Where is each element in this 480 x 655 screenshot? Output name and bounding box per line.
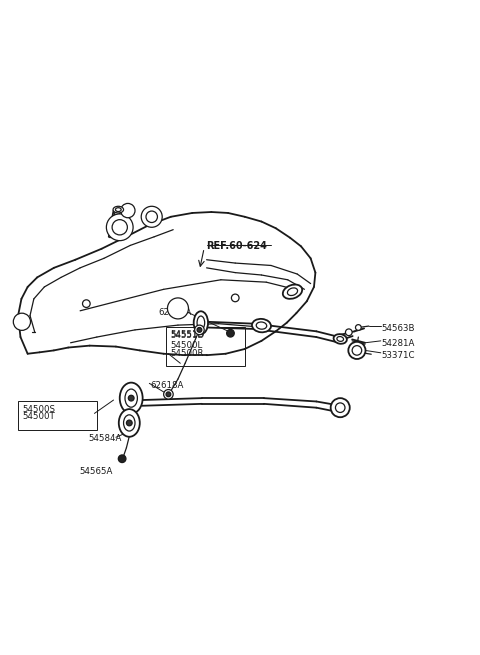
Text: 62618A: 62618A <box>150 381 184 390</box>
Ellipse shape <box>194 311 208 334</box>
FancyBboxPatch shape <box>166 327 245 365</box>
Text: 54584A: 54584A <box>89 434 122 443</box>
Text: 54281A: 54281A <box>382 339 415 348</box>
Circle shape <box>118 455 126 462</box>
Text: 54500T: 54500T <box>23 412 56 421</box>
Circle shape <box>348 342 365 359</box>
Circle shape <box>13 313 31 330</box>
Text: 54500L: 54500L <box>171 341 203 350</box>
Circle shape <box>112 219 127 235</box>
Ellipse shape <box>256 322 267 329</box>
Circle shape <box>126 420 132 426</box>
Text: REF.60-624: REF.60-624 <box>206 240 267 251</box>
Ellipse shape <box>334 334 347 344</box>
Circle shape <box>331 398 350 417</box>
Text: 54500R: 54500R <box>171 349 204 358</box>
Ellipse shape <box>113 206 123 213</box>
Ellipse shape <box>337 337 344 341</box>
Text: 54565A: 54565A <box>79 467 112 476</box>
Ellipse shape <box>252 319 271 332</box>
Circle shape <box>346 329 352 335</box>
Circle shape <box>168 298 189 319</box>
Text: 53371C: 53371C <box>382 351 415 360</box>
Ellipse shape <box>283 284 302 299</box>
Circle shape <box>227 329 234 337</box>
Circle shape <box>197 328 202 332</box>
Circle shape <box>83 300 90 307</box>
Circle shape <box>231 294 239 302</box>
Ellipse shape <box>119 409 140 437</box>
Circle shape <box>128 395 134 401</box>
Ellipse shape <box>123 415 135 431</box>
Circle shape <box>120 204 135 217</box>
Ellipse shape <box>116 208 121 212</box>
Circle shape <box>166 392 171 397</box>
Ellipse shape <box>197 316 204 329</box>
Ellipse shape <box>125 389 137 407</box>
Text: 62618A: 62618A <box>159 309 192 318</box>
Text: 54500S: 54500S <box>23 405 56 414</box>
Ellipse shape <box>120 383 143 414</box>
Circle shape <box>141 206 162 227</box>
Text: 54563B: 54563B <box>382 324 415 333</box>
Circle shape <box>352 346 362 355</box>
Circle shape <box>336 403 345 413</box>
Circle shape <box>356 325 361 330</box>
Circle shape <box>146 211 157 223</box>
Circle shape <box>195 325 204 335</box>
Circle shape <box>107 214 133 240</box>
Ellipse shape <box>288 288 298 295</box>
Text: 54551D: 54551D <box>171 331 205 341</box>
Text: 54551D: 54551D <box>171 330 205 339</box>
Circle shape <box>164 390 173 399</box>
FancyBboxPatch shape <box>18 400 97 430</box>
